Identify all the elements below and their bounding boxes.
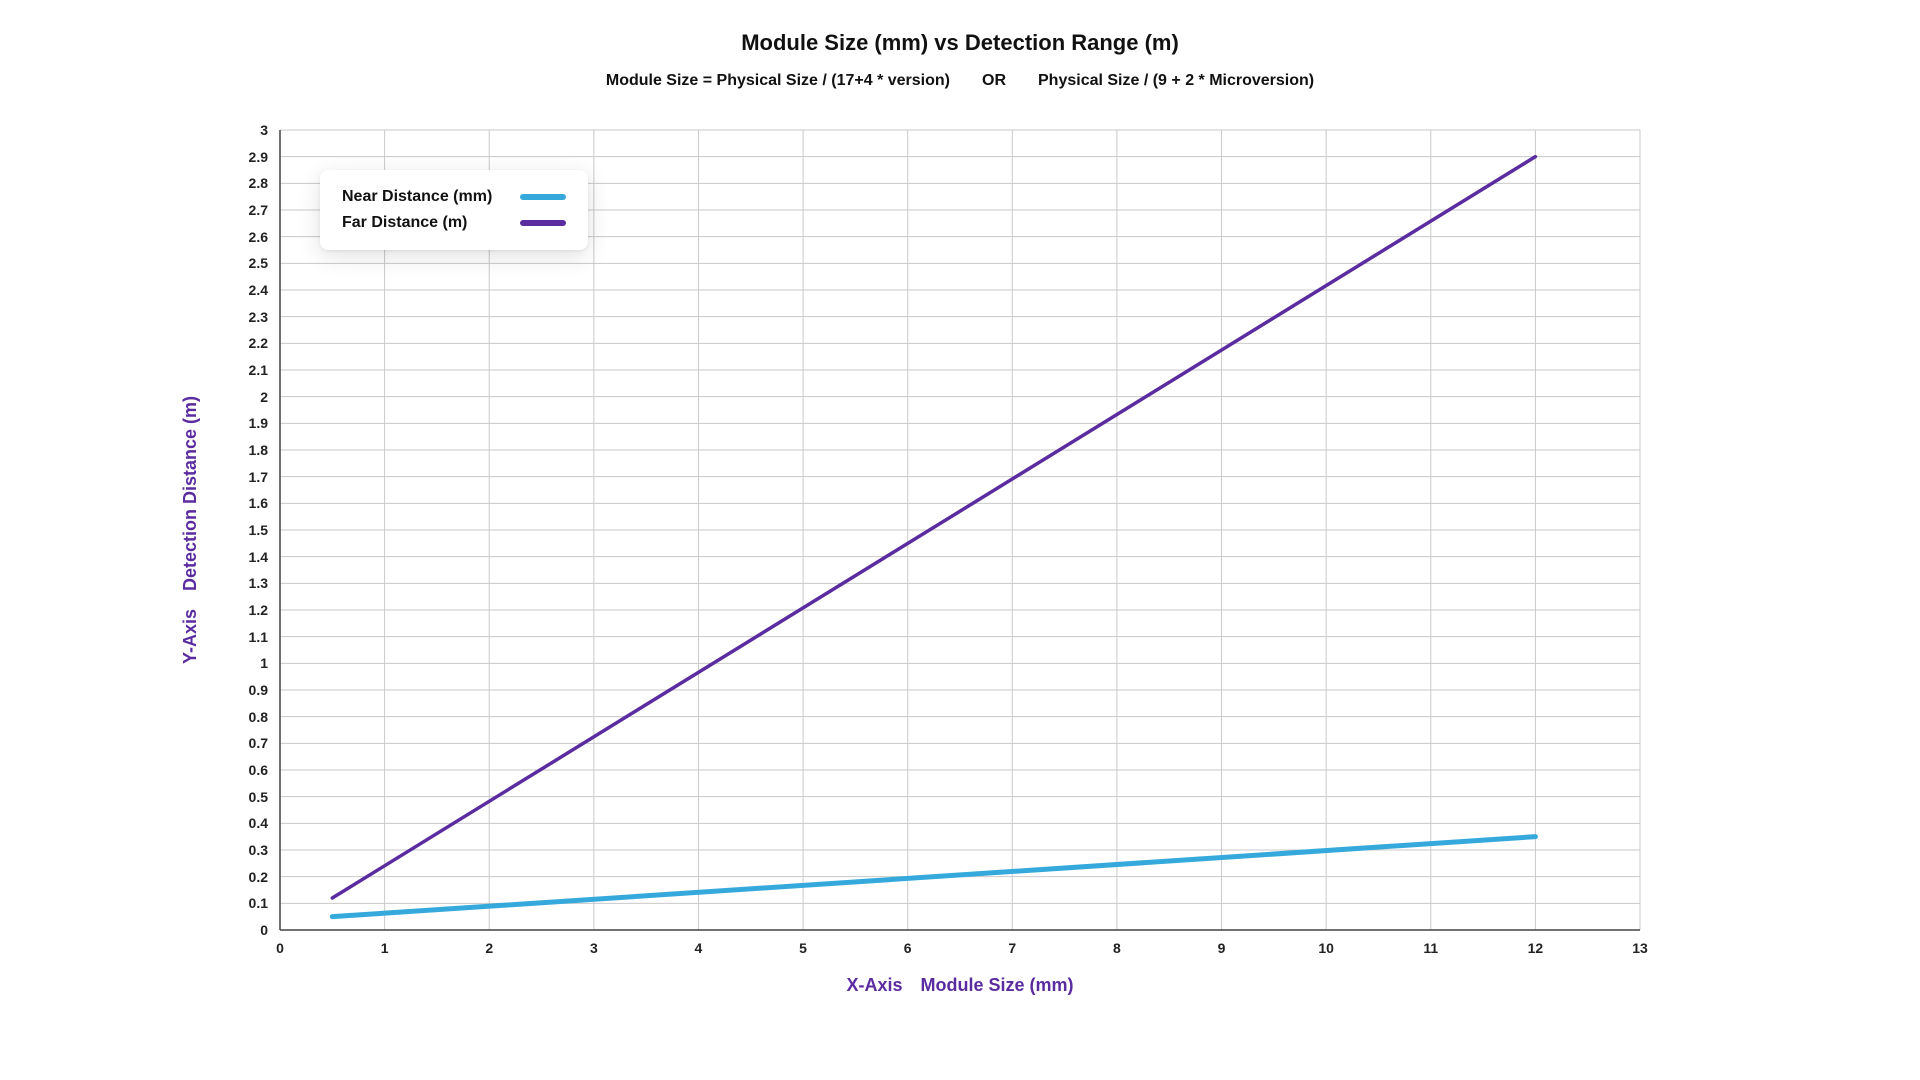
tick-label: 0.6 xyxy=(249,762,268,778)
tick-label: 7 xyxy=(1008,940,1016,956)
tick-label: 2.8 xyxy=(249,175,268,191)
tick-label: 0.7 xyxy=(249,735,268,751)
tick-label: 11 xyxy=(1423,940,1438,956)
chart-subtitle: Module Size = Physical Size / (17+4 * ve… xyxy=(0,72,1920,90)
tick-label: 0.4 xyxy=(249,815,268,831)
tick-label: 0.9 xyxy=(249,682,268,698)
tick-label: 2.9 xyxy=(249,149,268,165)
tick-label: 2.4 xyxy=(249,282,268,298)
tick-label: 1.1 xyxy=(249,629,268,645)
tick-label: 9 xyxy=(1218,940,1226,956)
chart-legend: Near Distance (mm) Far Distance (m) xyxy=(320,170,588,250)
tick-label: 1.7 xyxy=(249,469,268,485)
tick-label: 1.8 xyxy=(249,442,268,458)
tick-label: 0.1 xyxy=(249,895,268,911)
x-axis-label: X-Axis Module Size (mm) xyxy=(280,975,1640,996)
tick-label: 10 xyxy=(1318,940,1334,956)
tick-label: 1.5 xyxy=(249,522,268,538)
tick-label: 0.2 xyxy=(249,869,268,885)
tick-label: 0.8 xyxy=(249,709,268,725)
tick-label: 2.1 xyxy=(249,362,268,378)
tick-label: 1 xyxy=(260,655,268,671)
tick-label: 12 xyxy=(1528,940,1544,956)
tick-label: 1.4 xyxy=(249,549,268,565)
legend-item: Far Distance (m) xyxy=(342,210,566,236)
tick-label: 13 xyxy=(1632,940,1648,956)
tick-label: 1.3 xyxy=(249,575,268,591)
legend-label: Near Distance (mm) xyxy=(342,188,502,206)
tick-label: 1.6 xyxy=(249,495,268,511)
tick-label: 2.7 xyxy=(249,202,268,218)
tick-label: 2 xyxy=(260,389,268,405)
y-axis-label: Y-Axis Detection Distance (m) xyxy=(180,130,201,930)
tick-label: 0 xyxy=(260,922,268,938)
legend-swatch xyxy=(520,194,566,200)
tick-label: 5 xyxy=(799,940,807,956)
tick-label: 2.3 xyxy=(249,309,268,325)
tick-label: 1.9 xyxy=(249,415,268,431)
tick-label: 6 xyxy=(904,940,912,956)
tick-label: 1.2 xyxy=(249,602,268,618)
chart-title: Module Size (mm) vs Detection Range (m) xyxy=(0,30,1920,56)
tick-label: 2.2 xyxy=(249,335,268,351)
tick-label: 3 xyxy=(260,122,268,138)
chart-container: Module Size (mm) vs Detection Range (m) … xyxy=(0,0,1920,1080)
tick-label: 2 xyxy=(485,940,493,956)
tick-label: 3 xyxy=(590,940,598,956)
tick-label: 0.3 xyxy=(249,842,268,858)
tick-label: 0 xyxy=(276,940,284,956)
tick-label: 0.5 xyxy=(249,789,268,805)
legend-item: Near Distance (mm) xyxy=(342,184,566,210)
tick-label: 2.5 xyxy=(249,255,268,271)
tick-label: 8 xyxy=(1113,940,1121,956)
tick-label: 1 xyxy=(381,940,389,956)
legend-swatch xyxy=(520,220,566,226)
tick-label: 2.6 xyxy=(249,229,268,245)
legend-label: Far Distance (m) xyxy=(342,214,502,232)
tick-label: 4 xyxy=(695,940,703,956)
